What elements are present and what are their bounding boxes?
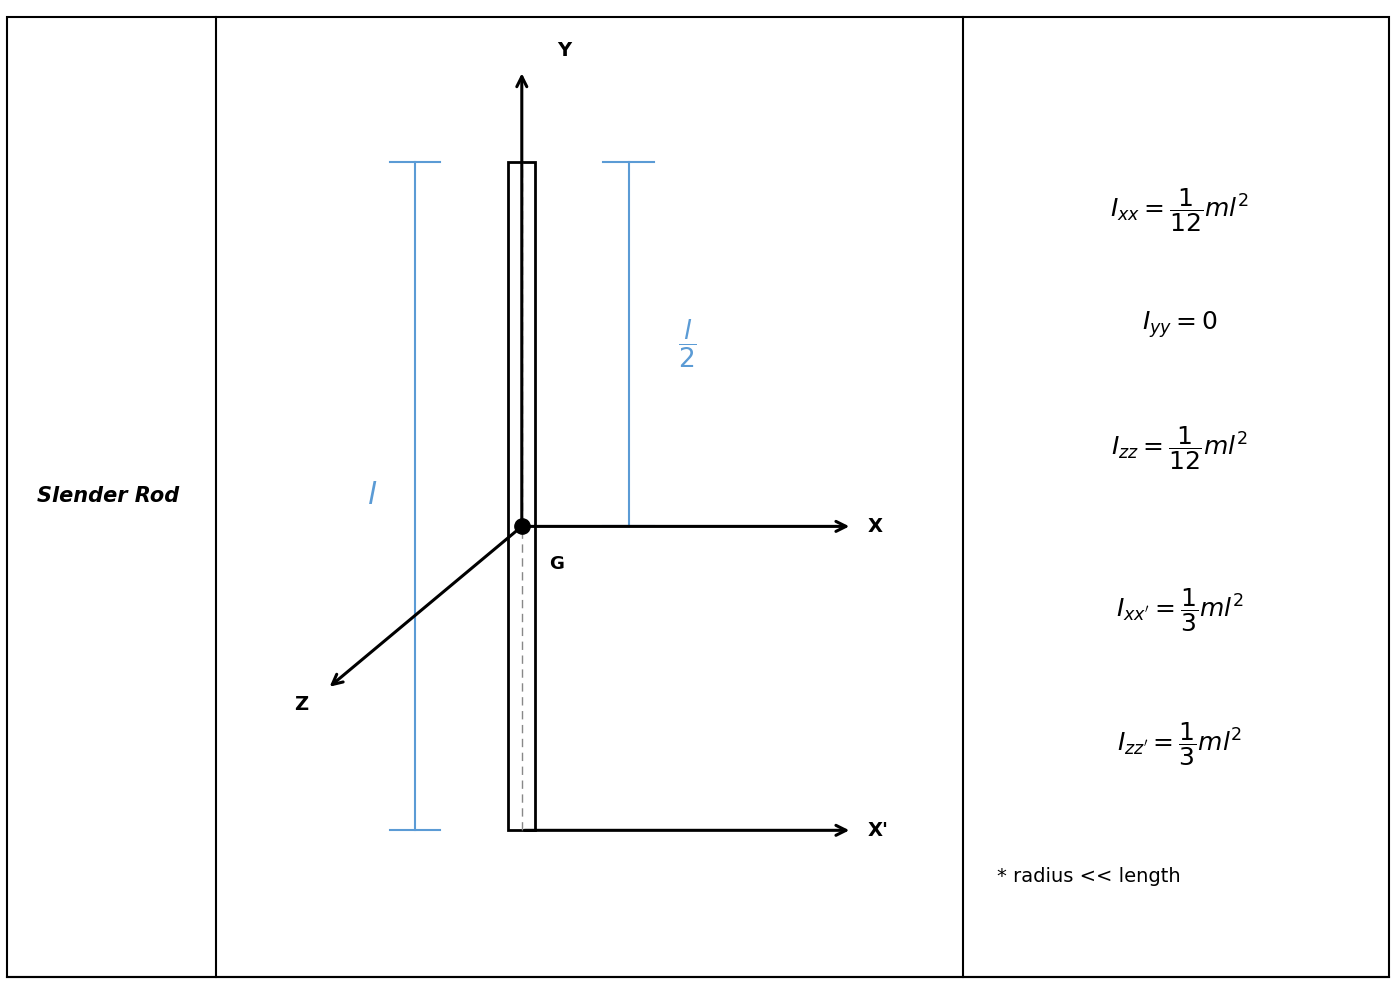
Text: G: G [549,555,564,572]
Text: $I_{zz'} = \dfrac{1}{3}ml^2$: $I_{zz'} = \dfrac{1}{3}ml^2$ [1117,720,1242,768]
Text: X': X' [868,820,889,840]
Text: $I_{xx'} = \dfrac{1}{3}ml^2$: $I_{xx'} = \dfrac{1}{3}ml^2$ [1115,586,1244,634]
Text: $\dfrac{l}{2}$: $\dfrac{l}{2}$ [677,317,697,370]
Bar [508,162,536,830]
Text: $I_{xx} = \dfrac{1}{12}ml^2$: $I_{xx} = \dfrac{1}{12}ml^2$ [1110,186,1249,234]
Text: $I_{yy} = 0$: $I_{yy} = 0$ [1142,310,1217,340]
Text: Slender Rod: Slender Rod [38,486,179,506]
Text: Y: Y [557,41,571,60]
Text: $l$: $l$ [367,481,377,511]
Text: Z: Z [295,695,309,714]
Text: X: X [868,517,882,536]
Text: $I_{zz} = \dfrac{1}{12}ml^2$: $I_{zz} = \dfrac{1}{12}ml^2$ [1111,425,1248,472]
Text: * radius << length: * radius << length [997,867,1181,887]
